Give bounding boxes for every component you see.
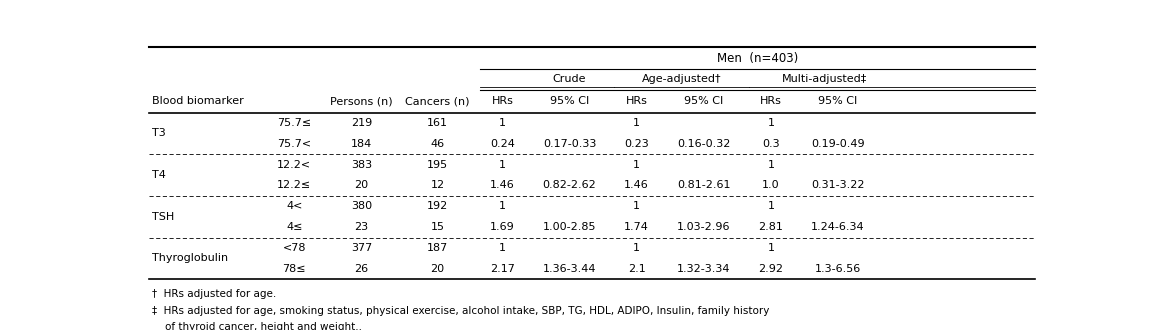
Text: 1.32-3.34: 1.32-3.34 [677, 264, 731, 274]
Text: 2.1: 2.1 [628, 264, 646, 274]
Text: 23: 23 [355, 222, 368, 232]
Text: 1: 1 [499, 243, 506, 253]
Text: 20: 20 [355, 181, 368, 190]
Text: TSH: TSH [151, 212, 173, 222]
Text: 1.24-6.34: 1.24-6.34 [811, 222, 865, 232]
Text: 1: 1 [767, 160, 775, 170]
Text: 1: 1 [499, 160, 506, 170]
Text: 195: 195 [427, 160, 448, 170]
Text: 75.7<: 75.7< [277, 139, 312, 149]
Text: 0.23: 0.23 [625, 139, 649, 149]
Text: 2.92: 2.92 [759, 264, 783, 274]
Text: HRs: HRs [626, 96, 648, 106]
Text: 184: 184 [351, 139, 372, 149]
Text: 78≤: 78≤ [283, 264, 306, 274]
Text: 1: 1 [767, 201, 775, 211]
Text: 20: 20 [431, 264, 445, 274]
Text: 1.3-6.56: 1.3-6.56 [815, 264, 862, 274]
Text: 1.00-2.85: 1.00-2.85 [543, 222, 596, 232]
Text: of thyroid cancer, height and weight..: of thyroid cancer, height and weight.. [151, 322, 362, 330]
Text: 75.7≤: 75.7≤ [277, 118, 312, 128]
Text: 1: 1 [499, 201, 506, 211]
Text: 15: 15 [431, 222, 445, 232]
Text: 1: 1 [633, 201, 640, 211]
Text: 1.03-2.96: 1.03-2.96 [677, 222, 731, 232]
Text: 1.36-3.44: 1.36-3.44 [543, 264, 596, 274]
Text: 26: 26 [355, 264, 368, 274]
Text: 0.81-2.61: 0.81-2.61 [677, 181, 731, 190]
Text: 0.17-0.33: 0.17-0.33 [543, 139, 596, 149]
Text: 46: 46 [431, 139, 445, 149]
Text: Thyroglobulin: Thyroglobulin [151, 253, 228, 263]
Text: 0.31-3.22: 0.31-3.22 [811, 181, 865, 190]
Text: 1.46: 1.46 [490, 181, 515, 190]
Text: 1.69: 1.69 [490, 222, 515, 232]
Text: 1.0: 1.0 [762, 181, 780, 190]
Text: 0.16-0.32: 0.16-0.32 [677, 139, 730, 149]
Text: 1: 1 [767, 243, 775, 253]
Text: ‡  HRs adjusted for age, smoking status, physical exercise, alcohol intake, SBP,: ‡ HRs adjusted for age, smoking status, … [151, 306, 769, 316]
Text: 2.81: 2.81 [759, 222, 783, 232]
Text: Men  (n=403): Men (n=403) [717, 51, 798, 65]
Text: 95% CI: 95% CI [550, 96, 589, 106]
Text: HRs: HRs [492, 96, 513, 106]
Text: T4: T4 [151, 170, 165, 180]
Text: 12.2≤: 12.2≤ [277, 181, 312, 190]
Text: 383: 383 [351, 160, 372, 170]
Text: 0.3: 0.3 [762, 139, 780, 149]
Text: 192: 192 [427, 201, 448, 211]
Text: 0.24: 0.24 [490, 139, 515, 149]
Text: 1.74: 1.74 [624, 222, 649, 232]
Text: 1: 1 [633, 160, 640, 170]
Text: 1: 1 [499, 118, 506, 128]
Text: 1: 1 [633, 118, 640, 128]
Text: 187: 187 [427, 243, 448, 253]
Text: Blood biomarker: Blood biomarker [151, 96, 244, 106]
Text: 219: 219 [351, 118, 372, 128]
Text: 4<: 4< [286, 201, 303, 211]
Text: Cancers (n): Cancers (n) [405, 96, 470, 106]
Text: <78: <78 [283, 243, 306, 253]
Text: 380: 380 [351, 201, 372, 211]
Text: HRs: HRs [760, 96, 782, 106]
Text: 1: 1 [633, 243, 640, 253]
Text: 12.2<: 12.2< [277, 160, 312, 170]
Text: 0.19-0.49: 0.19-0.49 [811, 139, 865, 149]
Text: Persons (n): Persons (n) [330, 96, 393, 106]
Text: Multi-adjusted‡: Multi-adjusted‡ [782, 74, 867, 84]
Text: 95% CI: 95% CI [684, 96, 723, 106]
Text: Age-adjusted†: Age-adjusted† [642, 74, 721, 84]
Text: 95% CI: 95% CI [819, 96, 858, 106]
Text: 377: 377 [351, 243, 372, 253]
Text: T3: T3 [151, 128, 165, 138]
Text: 2.17: 2.17 [490, 264, 515, 274]
Text: 12: 12 [431, 181, 445, 190]
Text: †  HRs adjusted for age.: † HRs adjusted for age. [151, 289, 276, 299]
Text: 4≤: 4≤ [286, 222, 303, 232]
Text: Crude: Crude [553, 74, 587, 84]
Text: 161: 161 [427, 118, 448, 128]
Text: 0.82-2.62: 0.82-2.62 [543, 181, 596, 190]
Text: 1.46: 1.46 [625, 181, 649, 190]
Text: 1: 1 [767, 118, 775, 128]
